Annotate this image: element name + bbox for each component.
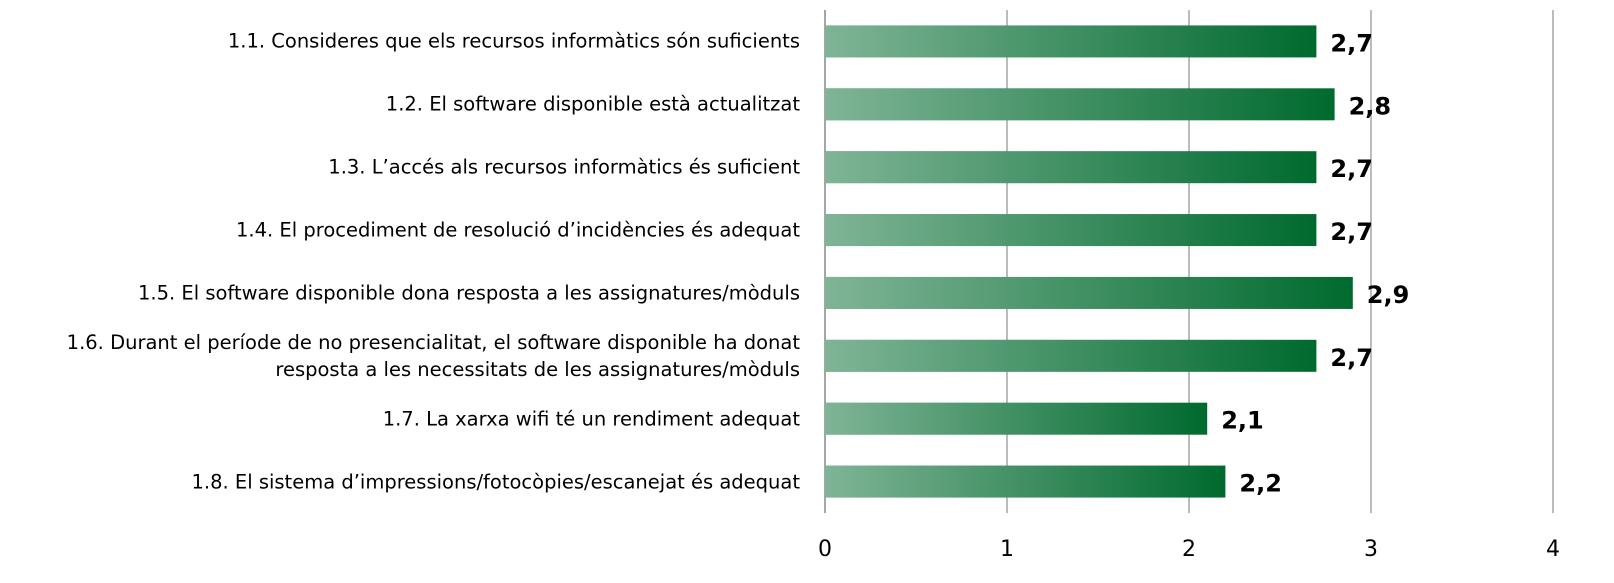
- category-label: 1.4. El procediment de resolució d’incid…: [236, 218, 800, 242]
- value-label: 2,7: [1330, 155, 1373, 183]
- bar-shade: [825, 25, 1317, 58]
- x-tick-label: 0: [818, 537, 832, 562]
- bar-shade: [825, 276, 1353, 309]
- x-tick-label: 2: [1182, 537, 1196, 562]
- bar-shade: [825, 88, 1335, 121]
- category-label: 1.3. L’accés als recursos informàtics és…: [328, 155, 800, 179]
- value-label: 2,7: [1330, 29, 1373, 57]
- value-label: 2,1: [1221, 407, 1264, 435]
- bar-shade: [825, 151, 1317, 184]
- category-label: 1.7. La xarxa wifi té un rendiment adequ…: [382, 407, 800, 431]
- x-tick-label: 1: [1000, 537, 1014, 562]
- bar-shade: [825, 402, 1208, 435]
- value-label: 2,2: [1239, 470, 1282, 498]
- category-label: 1.5. El software disponible dona respost…: [138, 281, 800, 305]
- bar-shade: [825, 214, 1317, 247]
- category-label: 1.8. El sistema d’impressions/fotocòpies…: [191, 470, 800, 494]
- category-label: 1.6. Durant el període de no presenciali…: [66, 330, 800, 381]
- bar-shade: [825, 465, 1226, 498]
- x-tick-label: 4: [1546, 537, 1560, 562]
- category-label: 1.2. El software disponible està actuali…: [385, 92, 800, 116]
- category-label: 1.1. Consideres que els recursos informà…: [227, 29, 800, 53]
- value-label: 2,8: [1349, 92, 1392, 120]
- value-label: 2,7: [1330, 218, 1373, 246]
- x-tick-label: 3: [1364, 537, 1378, 562]
- value-label: 2,9: [1367, 281, 1410, 309]
- value-label: 2,7: [1330, 344, 1373, 372]
- bar-shade: [825, 339, 1317, 372]
